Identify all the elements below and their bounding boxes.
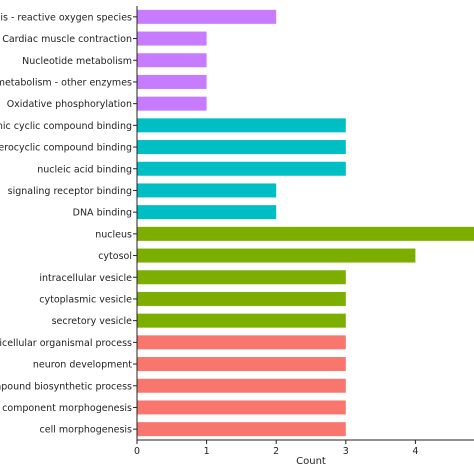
bar xyxy=(137,291,346,306)
x-tick-label: 0 xyxy=(134,446,140,457)
category-label: nucleus xyxy=(95,229,132,240)
x-tick-label: 2 xyxy=(273,446,279,457)
bar xyxy=(137,313,346,328)
x-tick-label: 3 xyxy=(343,446,349,457)
bar xyxy=(137,205,277,220)
bar xyxy=(137,161,346,176)
bar xyxy=(137,422,346,437)
category-label: Cardiac muscle contraction xyxy=(2,34,132,45)
bar xyxy=(137,248,416,263)
x-tick-label: 1 xyxy=(204,446,210,457)
category-label: neterocyclic compound binding xyxy=(0,143,132,154)
category-label: multicellular organismal process xyxy=(0,338,132,349)
bar xyxy=(137,74,207,89)
bar xyxy=(137,118,346,133)
category-label: ganic cyclic compound binding xyxy=(0,121,132,132)
category-label: cell morphogenesis xyxy=(40,425,133,436)
x-axis-title: Count xyxy=(296,456,326,467)
bar xyxy=(137,140,346,155)
bar xyxy=(137,31,207,46)
category-label: Nucleotide metabolism xyxy=(22,56,132,67)
category-label: ug metabolism - other enzymes xyxy=(0,77,132,88)
bar xyxy=(137,96,207,111)
category-label: signaling receptor binding xyxy=(8,186,132,197)
category-label: ular component morphogenesis xyxy=(0,403,132,414)
category-label: secretory vesicle xyxy=(52,316,133,327)
x-tick-label: 4 xyxy=(412,446,418,457)
category-labels: enesis - reactive oxygen species Cardiac … xyxy=(0,12,137,436)
bar xyxy=(137,226,474,241)
category-label: enesis - reactive oxygen species xyxy=(0,12,132,23)
bar xyxy=(137,357,346,372)
category-label: cytosol xyxy=(98,251,132,262)
bar xyxy=(137,53,207,68)
category-label: DNA binding xyxy=(73,208,132,219)
x-axis-ticks: 0 1 2 3 4 xyxy=(134,440,418,457)
bar xyxy=(137,9,277,24)
bar xyxy=(137,335,346,350)
category-label: Oxidative phosphorylation xyxy=(7,99,132,110)
bar xyxy=(137,378,346,393)
category-label: cytoplasmic vesicle xyxy=(39,294,132,305)
category-label: neuron development xyxy=(33,360,132,371)
category-label: nucleic acid binding xyxy=(37,164,132,175)
bar xyxy=(137,270,346,285)
bar xyxy=(137,183,277,198)
category-label: intracellular vesicle xyxy=(39,273,132,284)
bars-group xyxy=(137,9,474,437)
category-label: compound biosynthetic process xyxy=(0,381,132,392)
bar xyxy=(137,400,346,415)
